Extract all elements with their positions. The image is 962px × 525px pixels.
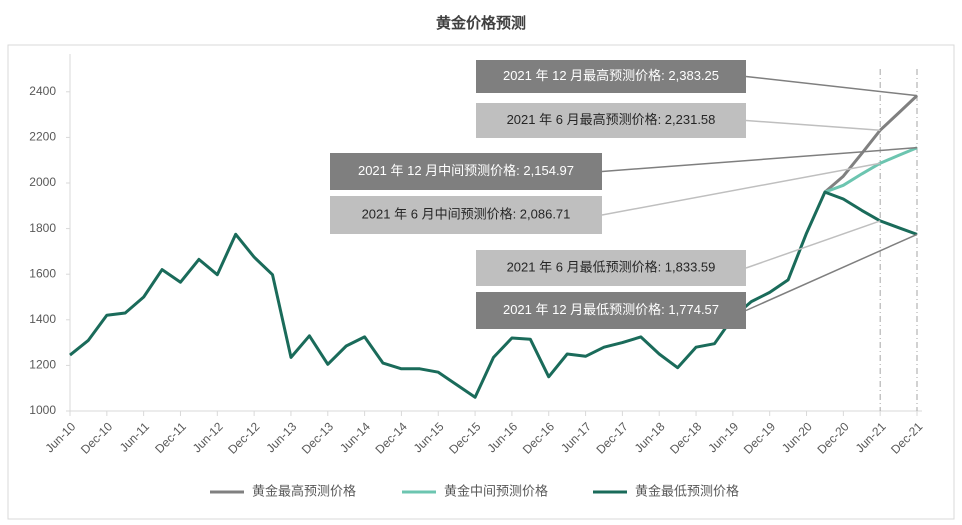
annotation-box (476, 60, 746, 93)
series-line (69, 190, 918, 399)
annotation-text: 2021 年 12 月中间预测价格: 2,154.97 (358, 163, 574, 178)
annotation-box (476, 103, 746, 138)
leader-line (601, 146, 918, 173)
chart-title: 黄金价格预测 (436, 14, 526, 32)
x-tick-label: Dec-20 (814, 419, 851, 456)
y-tick-label: 1000 (29, 403, 56, 417)
legend-label: 黄金中间预测价格 (444, 483, 548, 498)
annotation-box (476, 250, 746, 286)
x-tick-label: Jun-19 (705, 419, 741, 455)
y-tick-label: 1600 (29, 266, 56, 280)
y-tick-label: 1800 (29, 221, 56, 235)
annotation-text: 2021 年 6 月中间预测价格: 2,086.71 (362, 206, 571, 221)
annotation-box (330, 153, 602, 190)
series-line (823, 94, 919, 194)
x-tick-label: Jun-13 (263, 419, 299, 455)
x-tick-label: Jun-10 (43, 419, 79, 455)
annotation-text: 2021 年 6 月最高预测价格: 2,231.58 (507, 112, 716, 127)
x-tick-label: Dec-16 (520, 419, 557, 456)
annotation-box (330, 196, 602, 234)
x-tick-label: Dec-11 (152, 419, 189, 456)
x-tick-label: Jun-17 (558, 419, 594, 455)
x-tick-label: Jun-14 (337, 419, 373, 455)
leader-line (745, 233, 918, 312)
x-tick-label: Dec-19 (741, 419, 778, 456)
x-tick-label: Jun-15 (411, 419, 447, 455)
x-tick-label: Dec-13 (299, 419, 336, 456)
y-tick-label: 1400 (29, 312, 56, 326)
y-tick-label: 1200 (29, 358, 56, 372)
x-tick-label: Dec-14 (373, 419, 410, 456)
y-tick-label: 2200 (29, 130, 56, 144)
leader-line (745, 119, 881, 131)
x-tick-label: Jun-21 (853, 419, 889, 455)
x-tick-label: Jun-18 (632, 419, 668, 455)
x-tick-label: Dec-17 (593, 419, 630, 456)
legend-label: 黄金最低预测价格 (635, 483, 739, 498)
frame (7, 44, 955, 520)
x-tick-label: Dec-10 (78, 419, 115, 456)
leader-line (745, 75, 918, 97)
x-tick-label: Jun-12 (190, 419, 226, 455)
x-tick-label: Jun-11 (117, 419, 152, 454)
annotation-box (476, 292, 746, 329)
x-tick-label: Jun-20 (779, 419, 815, 455)
annotation-text: 2021 年 6 月最低预测价格: 1,833.59 (507, 259, 716, 274)
annotation-text: 2021 年 12 月最低预测价格: 1,774.57 (503, 302, 719, 317)
leader-line (601, 162, 881, 216)
x-tick-label: Dec-21 (888, 419, 925, 456)
annotation-text: 2021 年 12 月最高预测价格: 2,383.25 (503, 68, 719, 83)
leader-line (745, 220, 881, 269)
x-tick-label: Dec-18 (667, 419, 704, 456)
x-tick-label: Jun-16 (484, 419, 520, 455)
x-tick-label: Dec-12 (225, 419, 262, 456)
y-tick-label: 2000 (29, 175, 56, 189)
legend-label: 黄金最高预测价格 (252, 483, 356, 498)
x-tick-label: Dec-15 (446, 419, 483, 456)
y-tick-label: 2400 (29, 84, 56, 98)
series-line (824, 146, 918, 194)
